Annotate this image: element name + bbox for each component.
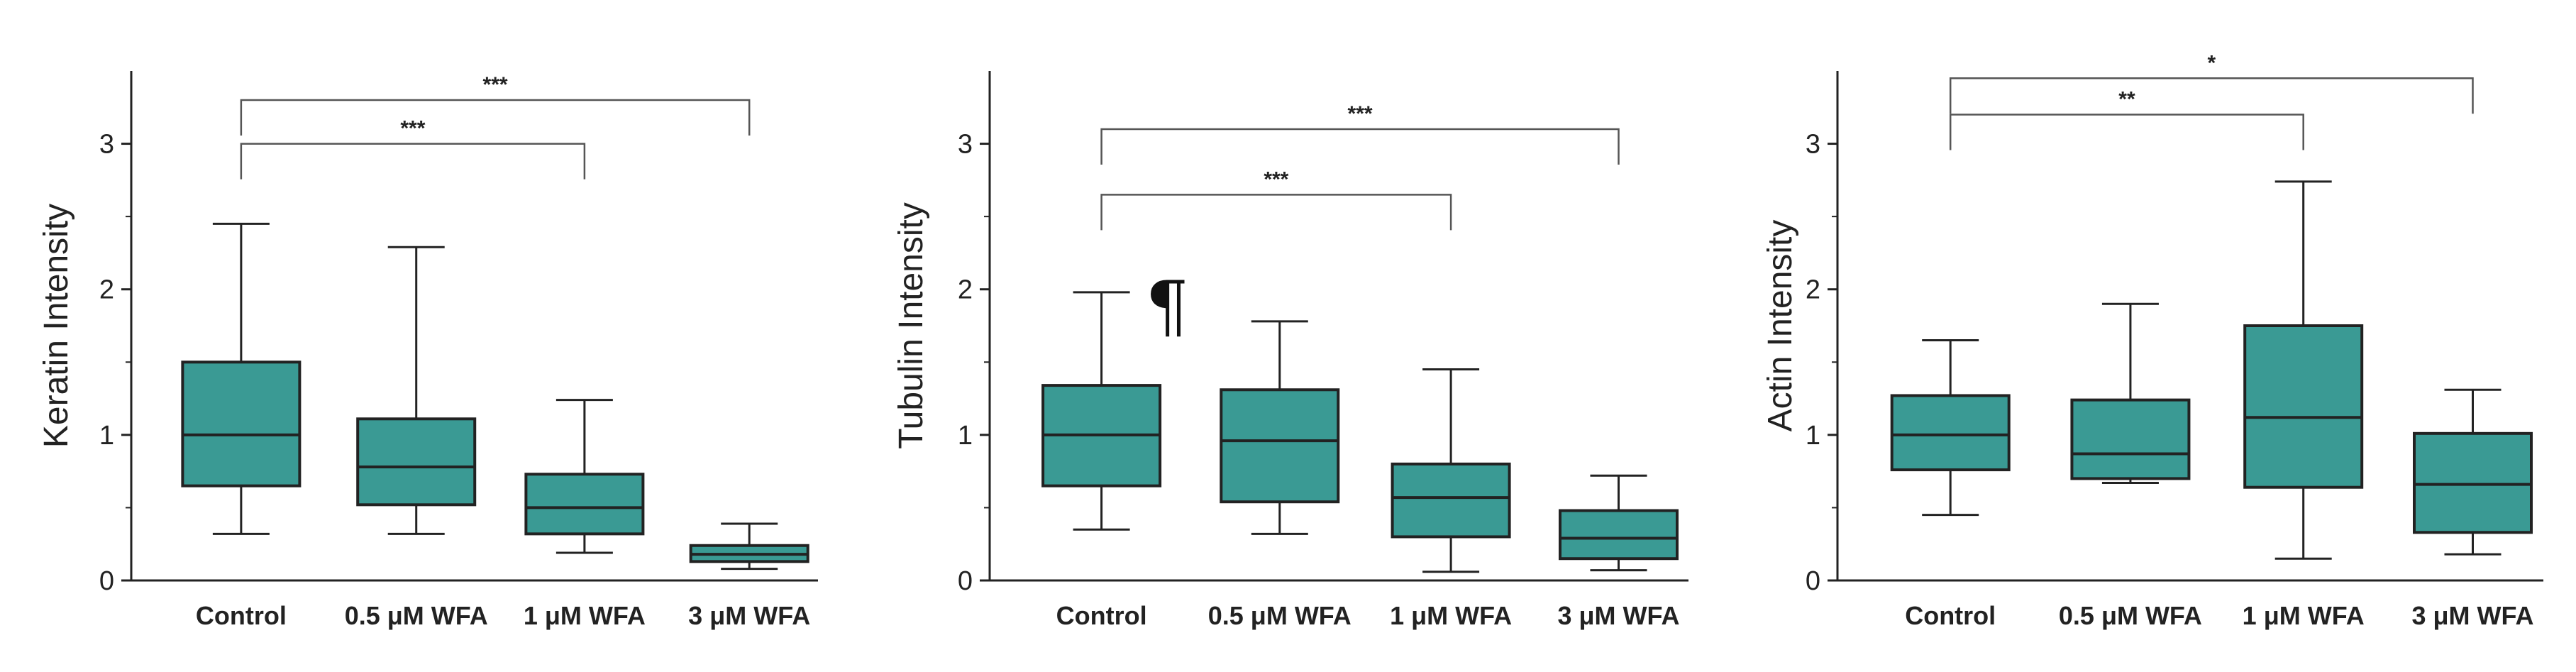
y-tick-label-0: 0 [958,566,973,596]
bracket-line [1100,194,1452,231]
y-tick-label-0: 0 [1806,566,1820,596]
significance-label: *** [1264,167,1288,191]
y-axis-title: Tubulin Intensity [892,202,930,449]
box-4 [689,522,809,571]
significance-label: * [2208,51,2216,75]
category-label: 1 μM WFA [1390,601,1512,630]
box-2 [356,246,477,535]
pilcrow-annotation: ¶ [1146,267,1189,346]
significance-bracket-1: *** [240,117,586,180]
category-label: Control [196,601,287,630]
iqr-box [1391,462,1511,539]
significance-label: *** [400,117,425,141]
box-1 [1890,339,2011,517]
bracket-line [240,143,586,180]
iqr-box [1559,509,1679,561]
box-3 [524,399,645,554]
bracket-line [1100,128,1620,165]
y-tick-label-1: 1 [1806,421,1820,451]
significance-label: *** [1348,102,1373,126]
box-3 [2243,180,2364,560]
category-label: 0.5 μM WFA [345,601,488,630]
y-tick-label-3: 3 [1806,130,1820,160]
chart-panel-3: 0 1 2 3 Actin Intensity Control 0.5 μM WFA 1 μM… [1762,51,2543,630]
y-tick-label-3: 3 [99,130,114,160]
bracket-line [1949,114,2304,150]
y-axis-title: Actin Intensity [1762,220,1799,432]
category-label: 0.5 μM WFA [1208,601,1351,630]
significance-bracket-2: *** [240,73,751,136]
y-tick-label-2: 2 [99,275,114,305]
category-label: 3 μM WFA [2411,601,2533,630]
y-tick-label-3: 3 [958,130,973,160]
box-2 [2070,302,2191,485]
box-1 [1041,291,1162,531]
y-tick-label-1: 1 [99,421,114,451]
iqr-box [181,360,302,488]
iqr-box [2413,431,2533,534]
y-tick-label-2: 2 [958,275,973,305]
category-label: Control [1056,601,1147,630]
category-label: 1 μM WFA [2243,601,2365,630]
significance-label: ** [2118,88,2135,111]
bracket-line [1949,77,2474,114]
box-4 [1559,474,1679,572]
iqr-box [524,473,645,536]
iqr-box [1890,394,2011,472]
category-label: 0.5 μM WFA [2059,601,2202,630]
iqr-box [356,417,477,507]
y-tick-label-2: 2 [1806,275,1820,305]
iqr-box [1220,388,1340,504]
bracket-line [240,99,751,136]
box-3 [1391,368,1511,573]
significance-label: *** [483,73,508,97]
box-4 [2413,388,2533,556]
iqr-box [2243,324,2364,489]
chart-panel-1: 0 1 2 3 Keratin Intensity Control 0.5 μM WFA 1 … [38,71,818,630]
significance-bracket-2: * [1949,51,2474,114]
significance-bracket-1: *** [1100,167,1452,231]
y-tick-label-0: 0 [99,566,114,596]
significance-bracket-1: ** [1949,88,2304,150]
category-label: 3 μM WFA [1557,601,1679,630]
category-label: Control [1905,601,1996,630]
y-axis-title: Keratin Intensity [38,204,75,448]
iqr-box [2070,398,2191,480]
category-label: 3 μM WFA [688,601,810,630]
significance-bracket-2: *** [1100,102,1620,165]
box-2 [1220,320,1340,535]
y-tick-label-1: 1 [958,421,973,451]
box-1 [181,222,302,535]
category-label: 1 μM WFA [524,601,646,630]
chart-panel-2: 0 1 2 3 Tubulin Intensity Control 0.5 μM WFA 1 … [892,71,1688,630]
